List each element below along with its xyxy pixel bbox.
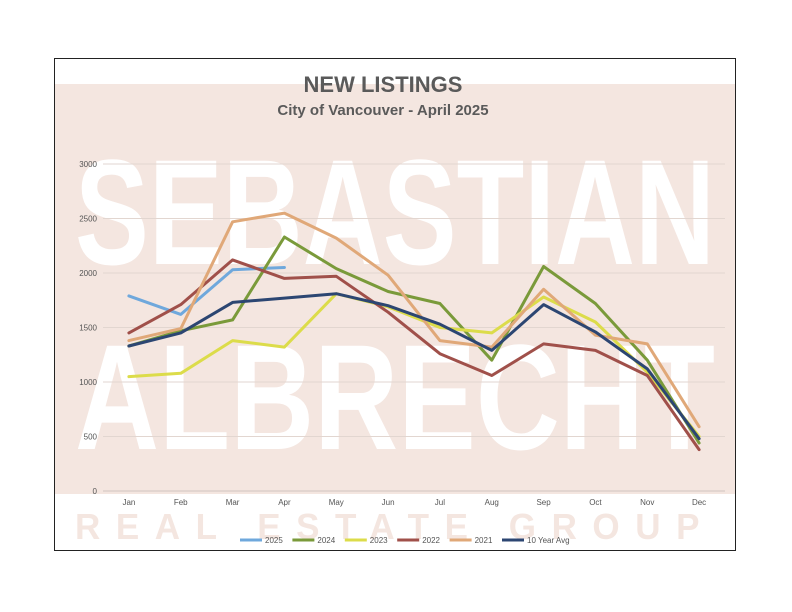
series-lines: [127, 211, 701, 452]
legend-label: 2025: [265, 536, 283, 545]
x-tick-label: May: [329, 498, 344, 507]
legend-label: 2022: [422, 536, 440, 545]
watermark-band: [55, 84, 735, 494]
y-tick-label: 0: [93, 487, 98, 496]
chart-frame: SEBASTIAN ALBRECHT REAL ESTATE GROUP 0 50…: [54, 58, 736, 551]
x-axis-ticks: Jan Feb Mar Apr May Jun Jul Aug Sep Oct Nov Dec: [122, 498, 706, 507]
x-tick-label: Apr: [278, 498, 291, 507]
chart-title: NEW LISTINGS: [304, 72, 463, 97]
series-line-2022: [127, 258, 701, 452]
gridlines: [103, 163, 725, 492]
legend-label: 10 Year Avg: [527, 536, 570, 545]
y-axis-ticks: 0 500 1000 1500 2000 2500 3000: [79, 160, 97, 496]
y-tick-label: 1000: [79, 378, 97, 387]
watermark-line3: REAL ESTATE GROUP: [75, 506, 715, 547]
x-tick-label: Jul: [435, 498, 445, 507]
y-tick-label: 2000: [79, 269, 97, 278]
new-listings-chart: SEBASTIAN ALBRECHT REAL ESTATE GROUP 0 50…: [55, 72, 735, 547]
x-tick-label: Jan: [122, 498, 135, 507]
series-line-2024: [127, 235, 701, 445]
series-line-2023: [127, 292, 701, 438]
x-tick-label: Dec: [692, 498, 706, 507]
x-tick-label: Jun: [382, 498, 395, 507]
x-tick-label: Mar: [226, 498, 240, 507]
chart-subtitle: City of Vancouver - April 2025: [277, 102, 488, 119]
y-tick-label: 1500: [79, 324, 97, 333]
y-tick-label: 2500: [79, 215, 97, 224]
watermark-line1: SEBASTIAN: [75, 128, 715, 296]
y-tick-label: 3000: [79, 160, 97, 169]
x-tick-label: Feb: [174, 498, 188, 507]
legend-label: 2021: [475, 536, 493, 545]
x-tick-label: Nov: [640, 498, 654, 507]
series-line-10-year-avg: [127, 292, 701, 441]
legend-label: 2024: [317, 536, 335, 545]
legend-label: 2023: [370, 536, 388, 545]
x-tick-label: Oct: [589, 498, 602, 507]
x-tick-label: Sep: [536, 498, 551, 507]
watermark: SEBASTIAN ALBRECHT REAL ESTATE GROUP: [75, 128, 715, 547]
x-tick-label: Aug: [485, 498, 499, 507]
y-tick-label: 500: [84, 433, 98, 442]
legend: 2025 2024 2023 2022 2021 10 Year Avg: [240, 536, 570, 545]
